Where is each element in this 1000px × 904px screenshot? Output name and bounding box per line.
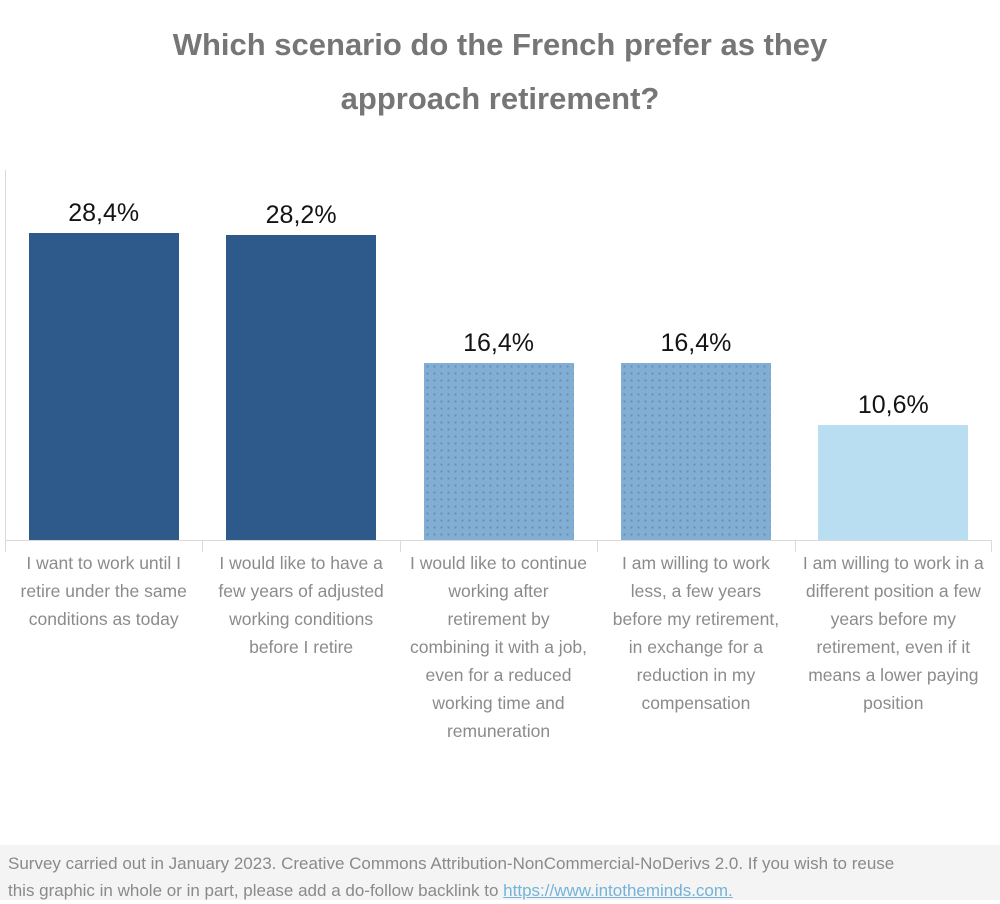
axis-tick [399,541,401,552]
footer-text-line1: Survey carried out in January 2023. Crea… [8,854,895,873]
category-label: I want to work until I retire under the … [20,553,187,629]
bar[interactable] [818,425,969,540]
bar-value-label: 16,4% [660,329,732,357]
bar-column: 16,4% [597,170,794,540]
category-label: I would like to have a few years of adju… [218,553,384,657]
bar[interactable] [28,233,179,540]
bar-chart: 28,4% 28,2% 16,4% 16,4% 10,6% I want to work… [5,170,992,745]
bar[interactable] [226,235,377,540]
bar[interactable] [423,363,574,540]
category-label: I am willing to work less, a few years b… [612,553,780,713]
axis-tick [991,541,992,552]
bar-value-label: 10,6% [857,391,929,419]
page-title-line2: approach retirement? [340,81,660,116]
bar-value-label: 28,2% [265,201,337,229]
footer: Survey carried out in January 2023. Crea… [0,845,1000,900]
bar-column: 16,4% [400,170,597,540]
bar-value-label: 28,4% [68,199,140,227]
y-axis-line [5,170,6,540]
page-title-line1: Which scenario do the French prefer as t… [172,27,828,62]
category-label: I am willing to work in a different posi… [802,553,984,713]
footer-text-line2-prefix: this graphic in whole or in part, please… [8,881,504,900]
category-row: I want to work until I retire under the … [5,541,992,745]
bar-column: 10,6% [795,170,992,540]
bar-column: 28,2% [202,170,399,540]
axis-tick [794,541,796,552]
axis-tick [202,541,204,552]
axis-tick [597,541,599,552]
chart-pane: 28,4% 28,2% 16,4% 16,4% 10,6% [5,170,992,540]
x-axis-line [5,540,992,541]
bar-value-label: 16,4% [463,329,534,357]
bar[interactable] [620,363,771,540]
axis-tick [5,541,6,552]
category-label: I would like to continue working after r… [409,553,588,741]
footer-text-line2: this graphic in whole or in part, please… [8,877,992,904]
page-title: Which scenario do the French prefer as t… [0,18,1000,126]
bar-column: 28,4% [5,170,202,540]
footer-backlink[interactable]: https://www.intotheminds.com. [503,881,733,900]
